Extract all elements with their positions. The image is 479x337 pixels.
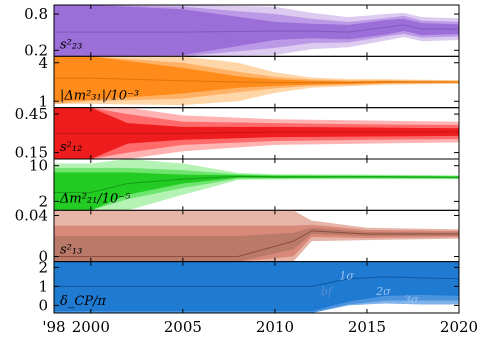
s12-ytick-label: 0.45 <box>15 105 48 123</box>
dm21-1sigma-band <box>54 172 459 211</box>
panel-dcp: 1σ bf 2σ 3σ <box>54 261 459 313</box>
panel-frame-dcp <box>53 261 460 314</box>
dm31-best-fit-line <box>54 77 459 84</box>
s13-best-fit-line <box>54 230 459 258</box>
dm21-best-fit-line <box>54 175 459 193</box>
x-tick-label: '98 <box>42 318 65 336</box>
s23-ytick-label: 0.8 <box>24 5 48 23</box>
panel-label-dm31: |Δm²₃₁|/10⁻³ <box>60 89 139 104</box>
dm31-ytick-label: 1 <box>38 92 48 110</box>
s12-1sigma-band <box>54 107 459 159</box>
dcp-ytick-label: 1 <box>38 277 48 295</box>
dm21-ytick-label: 2 <box>38 192 48 210</box>
dcp-best-fit-line <box>54 276 459 287</box>
panel-dm31 <box>54 56 459 106</box>
s23-best-fit-line <box>54 24 459 33</box>
panel-label-dcp: δ_CP/π <box>60 294 106 309</box>
x-tick-label: 2000 <box>72 318 110 336</box>
s13-ytick-label: 0.04 <box>15 206 48 224</box>
panel-s12 <box>54 107 459 159</box>
panel-label-s23: s²₂₃ <box>60 37 82 52</box>
x-tick-label: 2005 <box>164 318 202 336</box>
dcp-annotation: 3σ <box>404 293 419 306</box>
x-tick-label: 2010 <box>256 318 294 336</box>
panel-label-dm21: Δm²₂₁/10⁻⁵ <box>59 191 131 206</box>
s23-ytick-label: 0.2 <box>24 41 48 59</box>
dm31-ytick-label: 4 <box>38 54 48 72</box>
dcp-ytick-label: 2 <box>38 258 48 276</box>
panel-label-s13: s²₁₃ <box>60 243 82 258</box>
dcp-ytick-label: 0 <box>38 296 48 314</box>
dcp-annotation: 2σ <box>375 285 391 298</box>
panel-s23 <box>54 5 459 57</box>
s13-1sigma-band <box>54 227 459 262</box>
s13-ytick-label: 0 <box>38 248 48 266</box>
panel-dm21 <box>54 159 459 211</box>
x-tick-label: 2015 <box>348 318 386 336</box>
x-tick-label: 2020 <box>440 318 478 336</box>
dcp-annotation: 1σ <box>339 270 354 283</box>
s23-1sigma-band <box>54 5 459 57</box>
dm31-1sigma-band <box>54 56 459 102</box>
dm21-ytick-label: 10 <box>29 157 48 175</box>
s12-ytick-label: 0.15 <box>15 144 48 162</box>
dcp-annotation: bf <box>321 285 334 298</box>
panel-label-s12: s²₁₂ <box>60 140 82 155</box>
s12-best-fit-line <box>54 131 459 134</box>
panel-s13 <box>54 210 459 262</box>
